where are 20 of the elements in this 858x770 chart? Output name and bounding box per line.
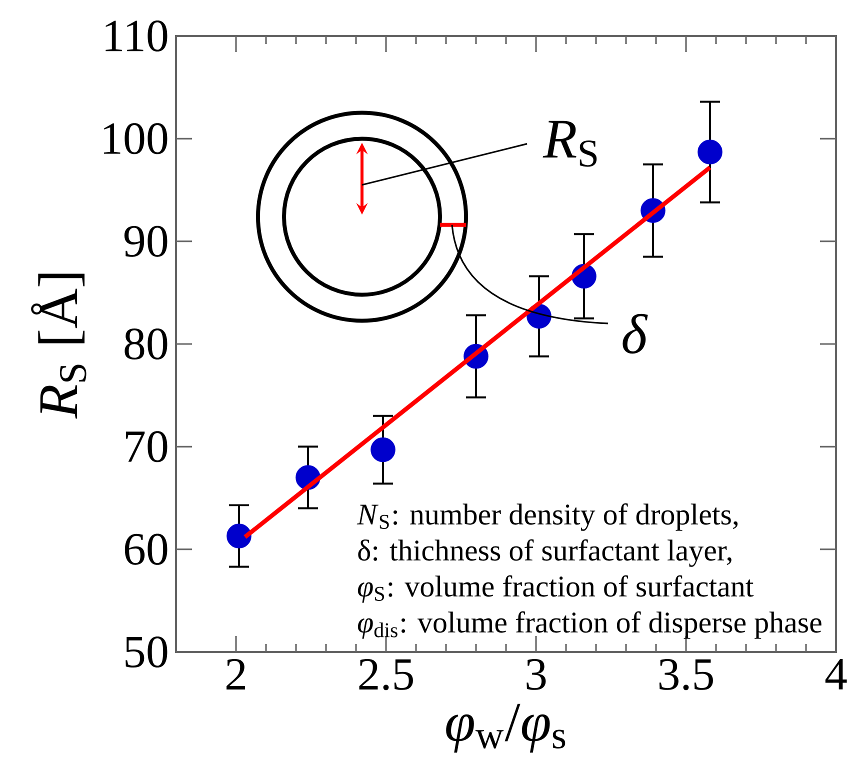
- y-tick-label: 100: [104, 123, 168, 154]
- annotation: N$_{S}$: number density of droplets,: [356, 503, 738, 531]
- y-axis-title: R$_{S}$ [Å]: [31, 274, 86, 419]
- x-tick-label: 2.5: [359, 659, 413, 690]
- y-tick-label: 90: [124, 226, 168, 257]
- x-tick-label: 3: [526, 659, 546, 690]
- x-tick-label: 3.5: [659, 659, 713, 690]
- y-tick-label: 70: [126, 431, 168, 462]
- annotation: R$_{S}$: [542, 120, 597, 167]
- annotation: δ: thichness of surfactant layer,: [358, 539, 732, 567]
- y-tick-label: 60: [124, 534, 168, 565]
- y-tick-label: 110: [106, 20, 168, 52]
- x-tick-label: 4: [825, 659, 847, 690]
- y-tick-label: 80: [124, 328, 168, 360]
- y-tick-label: 50: [126, 636, 168, 668]
- annotation: δ: [622, 314, 648, 354]
- x-tick-label: 2: [226, 659, 245, 690]
- annotation: φ$_{dis}$: volume fraction of disperse phase: [358, 611, 822, 639]
- annotation: φ$_{S}$: volume fraction of surfactant: [358, 575, 754, 603]
- x-axis-title: φ$_{w}$/φ$_{s}$: [446, 704, 566, 753]
